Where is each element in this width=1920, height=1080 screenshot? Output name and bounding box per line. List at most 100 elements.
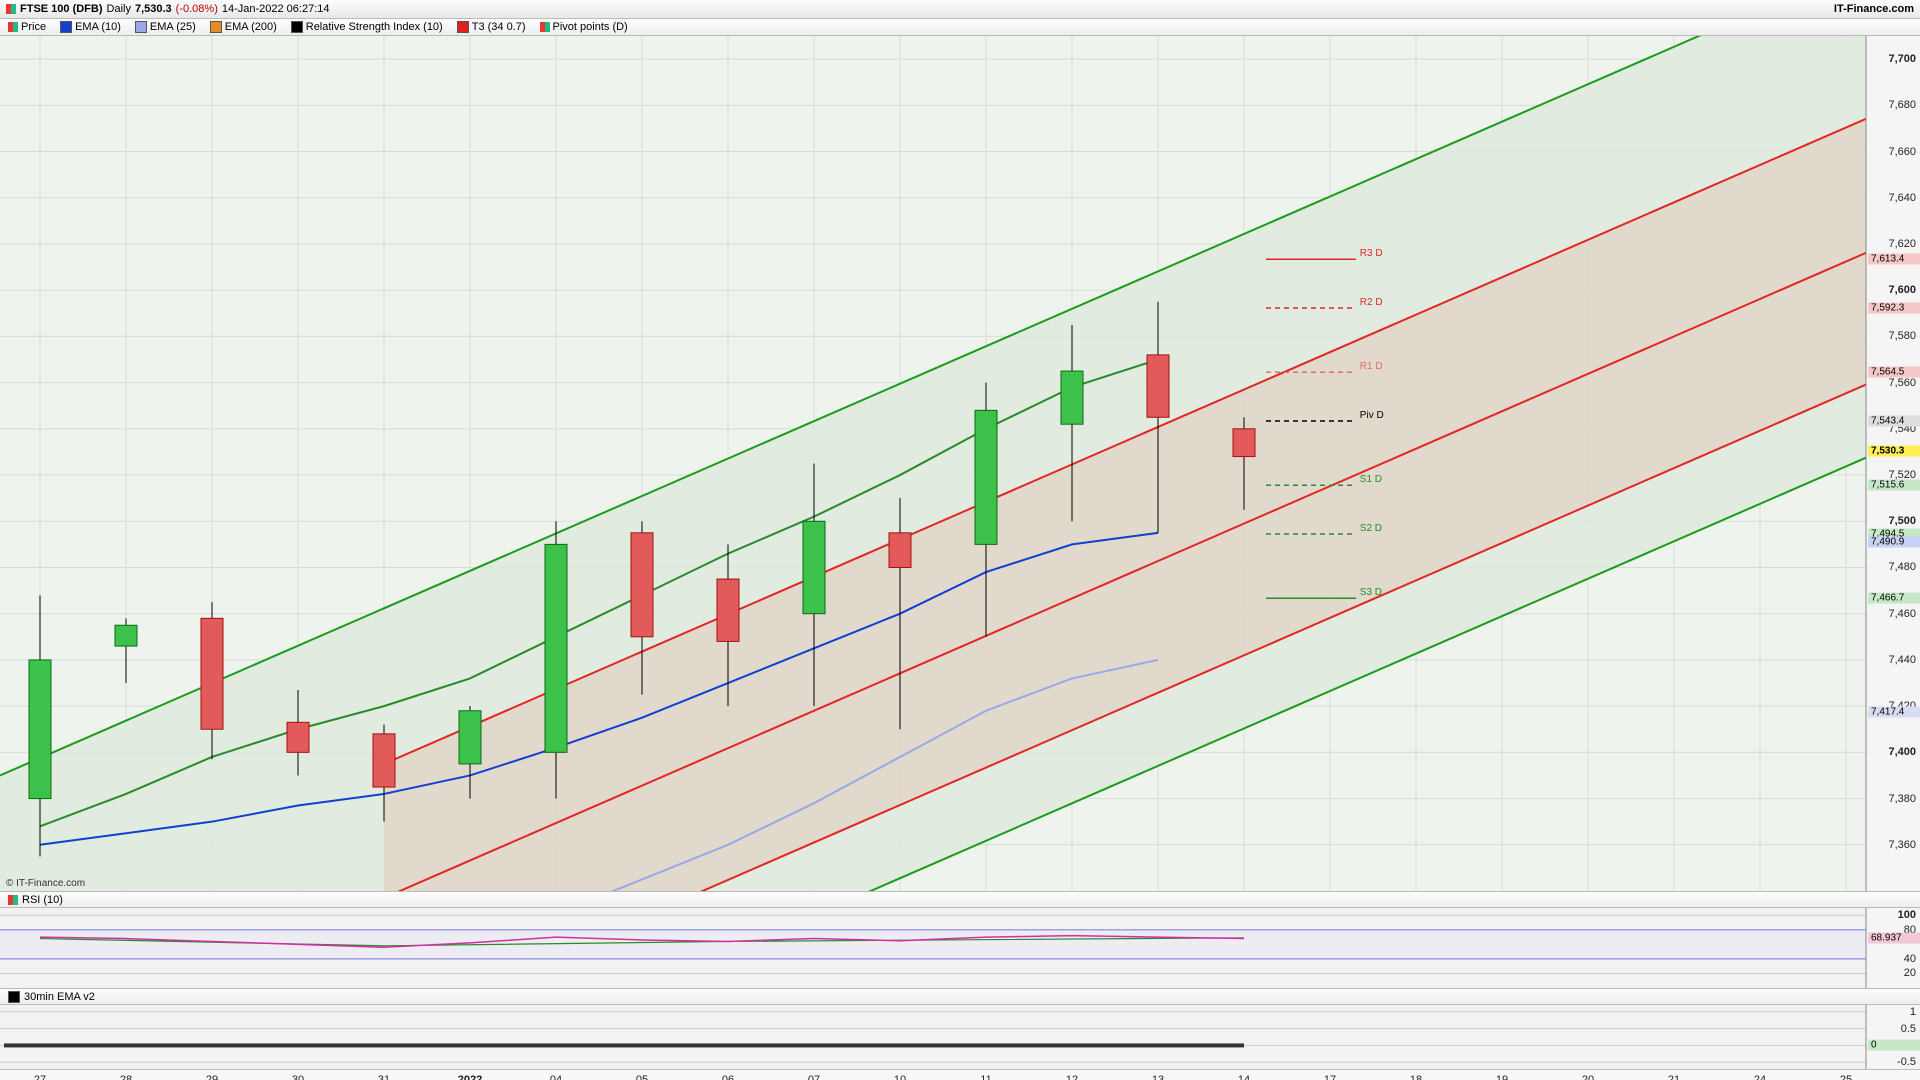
legend-item: T3 (34 0.7) [457,21,526,33]
price-tag: 7,417.4 [1868,707,1920,718]
svg-text:Piv D: Piv D [1360,410,1384,421]
price-tag: 7,543.4 [1868,415,1920,426]
y-tick: 7,580 [1888,330,1916,342]
change-label: (-0.08%) [176,3,218,15]
legend-swatch [210,21,222,33]
copyright-label: © IT-Finance.com [6,878,85,889]
svg-text:R2 D: R2 D [1360,297,1383,308]
x-tick: 28 [120,1074,132,1080]
legend-swatch [291,21,303,33]
legend-item: Pivot points (D) [540,21,628,33]
y-tick: 7,620 [1888,238,1916,250]
legend-item: Relative Strength Index (10) [291,21,443,33]
y-tick: 7,380 [1888,793,1916,805]
ema30-panel[interactable]: 10.50-0.50 [0,1005,1920,1069]
legend-label: Pivot points (D) [553,21,628,33]
svg-text:S1 D: S1 D [1360,474,1382,485]
x-tick: 31 [378,1074,390,1080]
y-tick: 100 [1898,909,1916,921]
legend-item: EMA (25) [135,21,196,33]
x-tick: 05 [636,1074,648,1080]
rsi-y-axis: 20408010068.937 [1866,908,1920,988]
y-tick: 20 [1904,967,1916,979]
legend-swatch [60,21,72,33]
y-tick: 7,480 [1888,561,1916,573]
rsi-value-tag: 68.937 [1868,932,1920,943]
svg-text:S3 D: S3 D [1360,587,1382,598]
price-label: 7,530.3 [135,3,172,15]
legend-label: Relative Strength Index (10) [306,21,443,33]
x-tick: 24 [1754,1074,1766,1080]
legend-label: EMA (25) [150,21,196,33]
x-tick: 10 [894,1074,906,1080]
ema30-title: 30min EMA v2 [24,991,95,1003]
legend-bar: Price EMA (10) EMA (25) EMA (200) Relative S… [0,19,1920,36]
legend-swatch [540,22,550,32]
price-tag: 7,490.9 [1868,537,1920,548]
x-tick: 14 [1238,1074,1250,1080]
rsi-icon [8,895,18,905]
price-chart-canvas[interactable]: R3 D R2 D R1 D Piv D S1 D S2 D S3 D [0,36,1920,891]
candle-icon [6,4,16,14]
price-tag: 7,592.3 [1868,302,1920,313]
rsi-panel[interactable]: 20408010068.937 [0,908,1920,988]
y-tick: 1 [1910,1006,1916,1018]
price-tag: 7,515.6 [1868,480,1920,491]
provider-label: IT-Finance.com [1834,3,1914,15]
x-tick: 07 [808,1074,820,1080]
y-tick: 7,600 [1888,284,1916,296]
title-bar: FTSE 100 (DFB) Daily 7,530.3 (-0.08%) 14… [0,0,1920,19]
x-tick: 11 [980,1074,991,1080]
ema30-y-axis: 10.50-0.50 [1866,1005,1920,1069]
legend-label: Price [21,21,46,33]
y-tick: 7,660 [1888,146,1916,158]
legend-label: EMA (200) [225,21,277,33]
legend-item: EMA (200) [210,21,277,33]
y-tick: 7,700 [1888,53,1916,65]
legend-swatch [8,22,18,32]
x-tick: 2022 [458,1074,482,1080]
ema30-canvas[interactable] [0,1005,1920,1069]
rsi-title: RSI (10) [22,894,63,906]
x-tick: 29 [206,1074,218,1080]
y-tick: 7,440 [1888,654,1916,666]
interval-label: Daily [107,3,131,15]
x-tick: 18 [1410,1074,1422,1080]
price-tag: 7,466.7 [1868,593,1920,604]
price-tag: 7,530.3 [1868,446,1920,457]
y-tick: 0.5 [1901,1023,1916,1035]
x-tick: 12 [1066,1074,1078,1080]
ema30-header: 30min EMA v2 [0,988,1920,1005]
y-tick: 7,500 [1888,515,1916,527]
y-tick: 7,400 [1888,746,1916,758]
rsi-canvas[interactable] [0,908,1920,988]
x-tick: 19 [1496,1074,1508,1080]
svg-text:R3 D: R3 D [1360,248,1383,259]
price-tag: 7,613.4 [1868,254,1920,265]
svg-text:R1 D: R1 D [1360,361,1383,372]
legend-label: T3 (34 0.7) [472,21,526,33]
y-tick: 7,360 [1888,839,1916,851]
x-tick: 20 [1582,1074,1594,1080]
legend-label: EMA (10) [75,21,121,33]
timestamp-label: 14-Jan-2022 06:27:14 [222,3,330,15]
price-tag: 7,564.5 [1868,367,1920,378]
legend-swatch [457,21,469,33]
legend-item: EMA (10) [60,21,121,33]
x-tick: 06 [722,1074,734,1080]
x-tick: 17 [1324,1074,1336,1080]
y-tick: 7,640 [1888,192,1916,204]
x-tick: 30 [292,1074,304,1080]
x-tick: 25 [1840,1074,1852,1080]
svg-text:S2 D: S2 D [1360,523,1382,534]
symbol-label: FTSE 100 (DFB) [20,3,103,15]
x-tick: 04 [550,1074,562,1080]
ema30-icon [8,991,20,1003]
legend-swatch [135,21,147,33]
ema-value-tag: 0 [1868,1040,1920,1051]
main-chart[interactable]: R3 D R2 D R1 D Piv D S1 D S2 D S3 D 7,360 7,380… [0,36,1920,891]
x-tick: 21 [1668,1074,1680,1080]
x-tick: 13 [1152,1074,1164,1080]
legend-item: Price [8,21,46,33]
x-tick: 27 [34,1074,46,1080]
